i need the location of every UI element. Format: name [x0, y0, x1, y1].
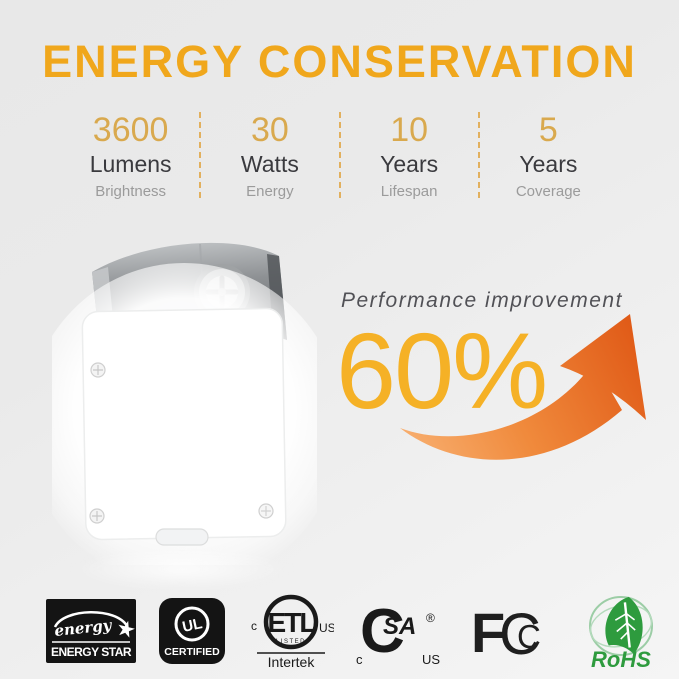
stat-unit: Years [519, 151, 578, 178]
fcc-c-inner: C [517, 618, 541, 655]
stat-watts: 30 Watts Energy [199, 111, 338, 200]
certifications-row: energy ★ ENERGY STAR UL CERTIFIED ETL c … [46, 590, 662, 672]
bottom-tab [155, 528, 209, 546]
ul-label: CERTIFIED [164, 646, 220, 658]
fcc-c-outer: C [499, 602, 541, 660]
performance-caption: Performance improvement [341, 289, 623, 312]
lamp-reflection [72, 548, 292, 590]
stat-value: 3600 [92, 111, 169, 149]
fcc-logo: F C C [471, 602, 557, 660]
stat-value: 30 [250, 111, 289, 149]
stat-value: 10 [390, 111, 429, 149]
energy-star-label: ENERGY STAR [51, 645, 132, 659]
csa-registered: ® [426, 611, 435, 625]
stats-row: 3600 Lumens Brightness 30 Watts Energy 1… [62, 111, 617, 200]
energy-star-arc [53, 611, 129, 628]
wall-pack-light-image [26, 220, 342, 587]
stat-value: 5 [538, 111, 558, 149]
stat-label: Energy [246, 183, 294, 201]
stat-label: Lifespan [380, 183, 438, 201]
etl-prefix: c [251, 619, 257, 633]
etl-logo: ETL c US LISTED Intertek [248, 592, 334, 670]
energy-star-star-icon: ★ [114, 614, 136, 643]
csa-suffix: US [422, 652, 440, 666]
ul-mark: UL [181, 615, 204, 636]
csa-mark: SA [383, 613, 416, 640]
etl-suffix: US [319, 621, 334, 635]
stat-label: Coverage [515, 183, 581, 201]
stat-lumens: 3600 Lumens Brightness [62, 111, 199, 200]
corner-screws [89, 362, 274, 524]
energy-star-logo: energy ★ ENERGY STAR [46, 599, 136, 663]
ul-certified-logo: UL CERTIFIED [158, 598, 225, 664]
growth-arrow-icon [398, 300, 648, 480]
stat-unit: Years [380, 151, 439, 178]
stat-unit: Lumens [89, 151, 172, 178]
csa-big-c: C [360, 597, 405, 666]
stat-label: Brightness [95, 183, 167, 201]
rohs-label: RoHS [591, 647, 651, 671]
csa-prefix: c [356, 652, 363, 666]
etl-mark: ETL [267, 607, 316, 638]
etl-listed: LISTED [276, 639, 306, 645]
wall-pack-light-drawing [26, 242, 342, 587]
fcc-f: F [471, 602, 505, 660]
stat-unit: Watts [240, 151, 299, 178]
performance-value: 60% [336, 310, 548, 431]
stat-coverage: 5 Years Coverage [477, 111, 617, 200]
csa-logo: C SA ® c US [356, 596, 448, 666]
page-title: ENERGY CONSERVATION [42, 36, 637, 87]
rohs-leaf-icon [605, 596, 643, 655]
lamp-body [81, 307, 287, 541]
rohs-logo: RoHS [580, 591, 662, 671]
stat-lifespan: 10 Years Lifespan [338, 111, 478, 200]
etl-brand: Intertek [267, 654, 315, 670]
